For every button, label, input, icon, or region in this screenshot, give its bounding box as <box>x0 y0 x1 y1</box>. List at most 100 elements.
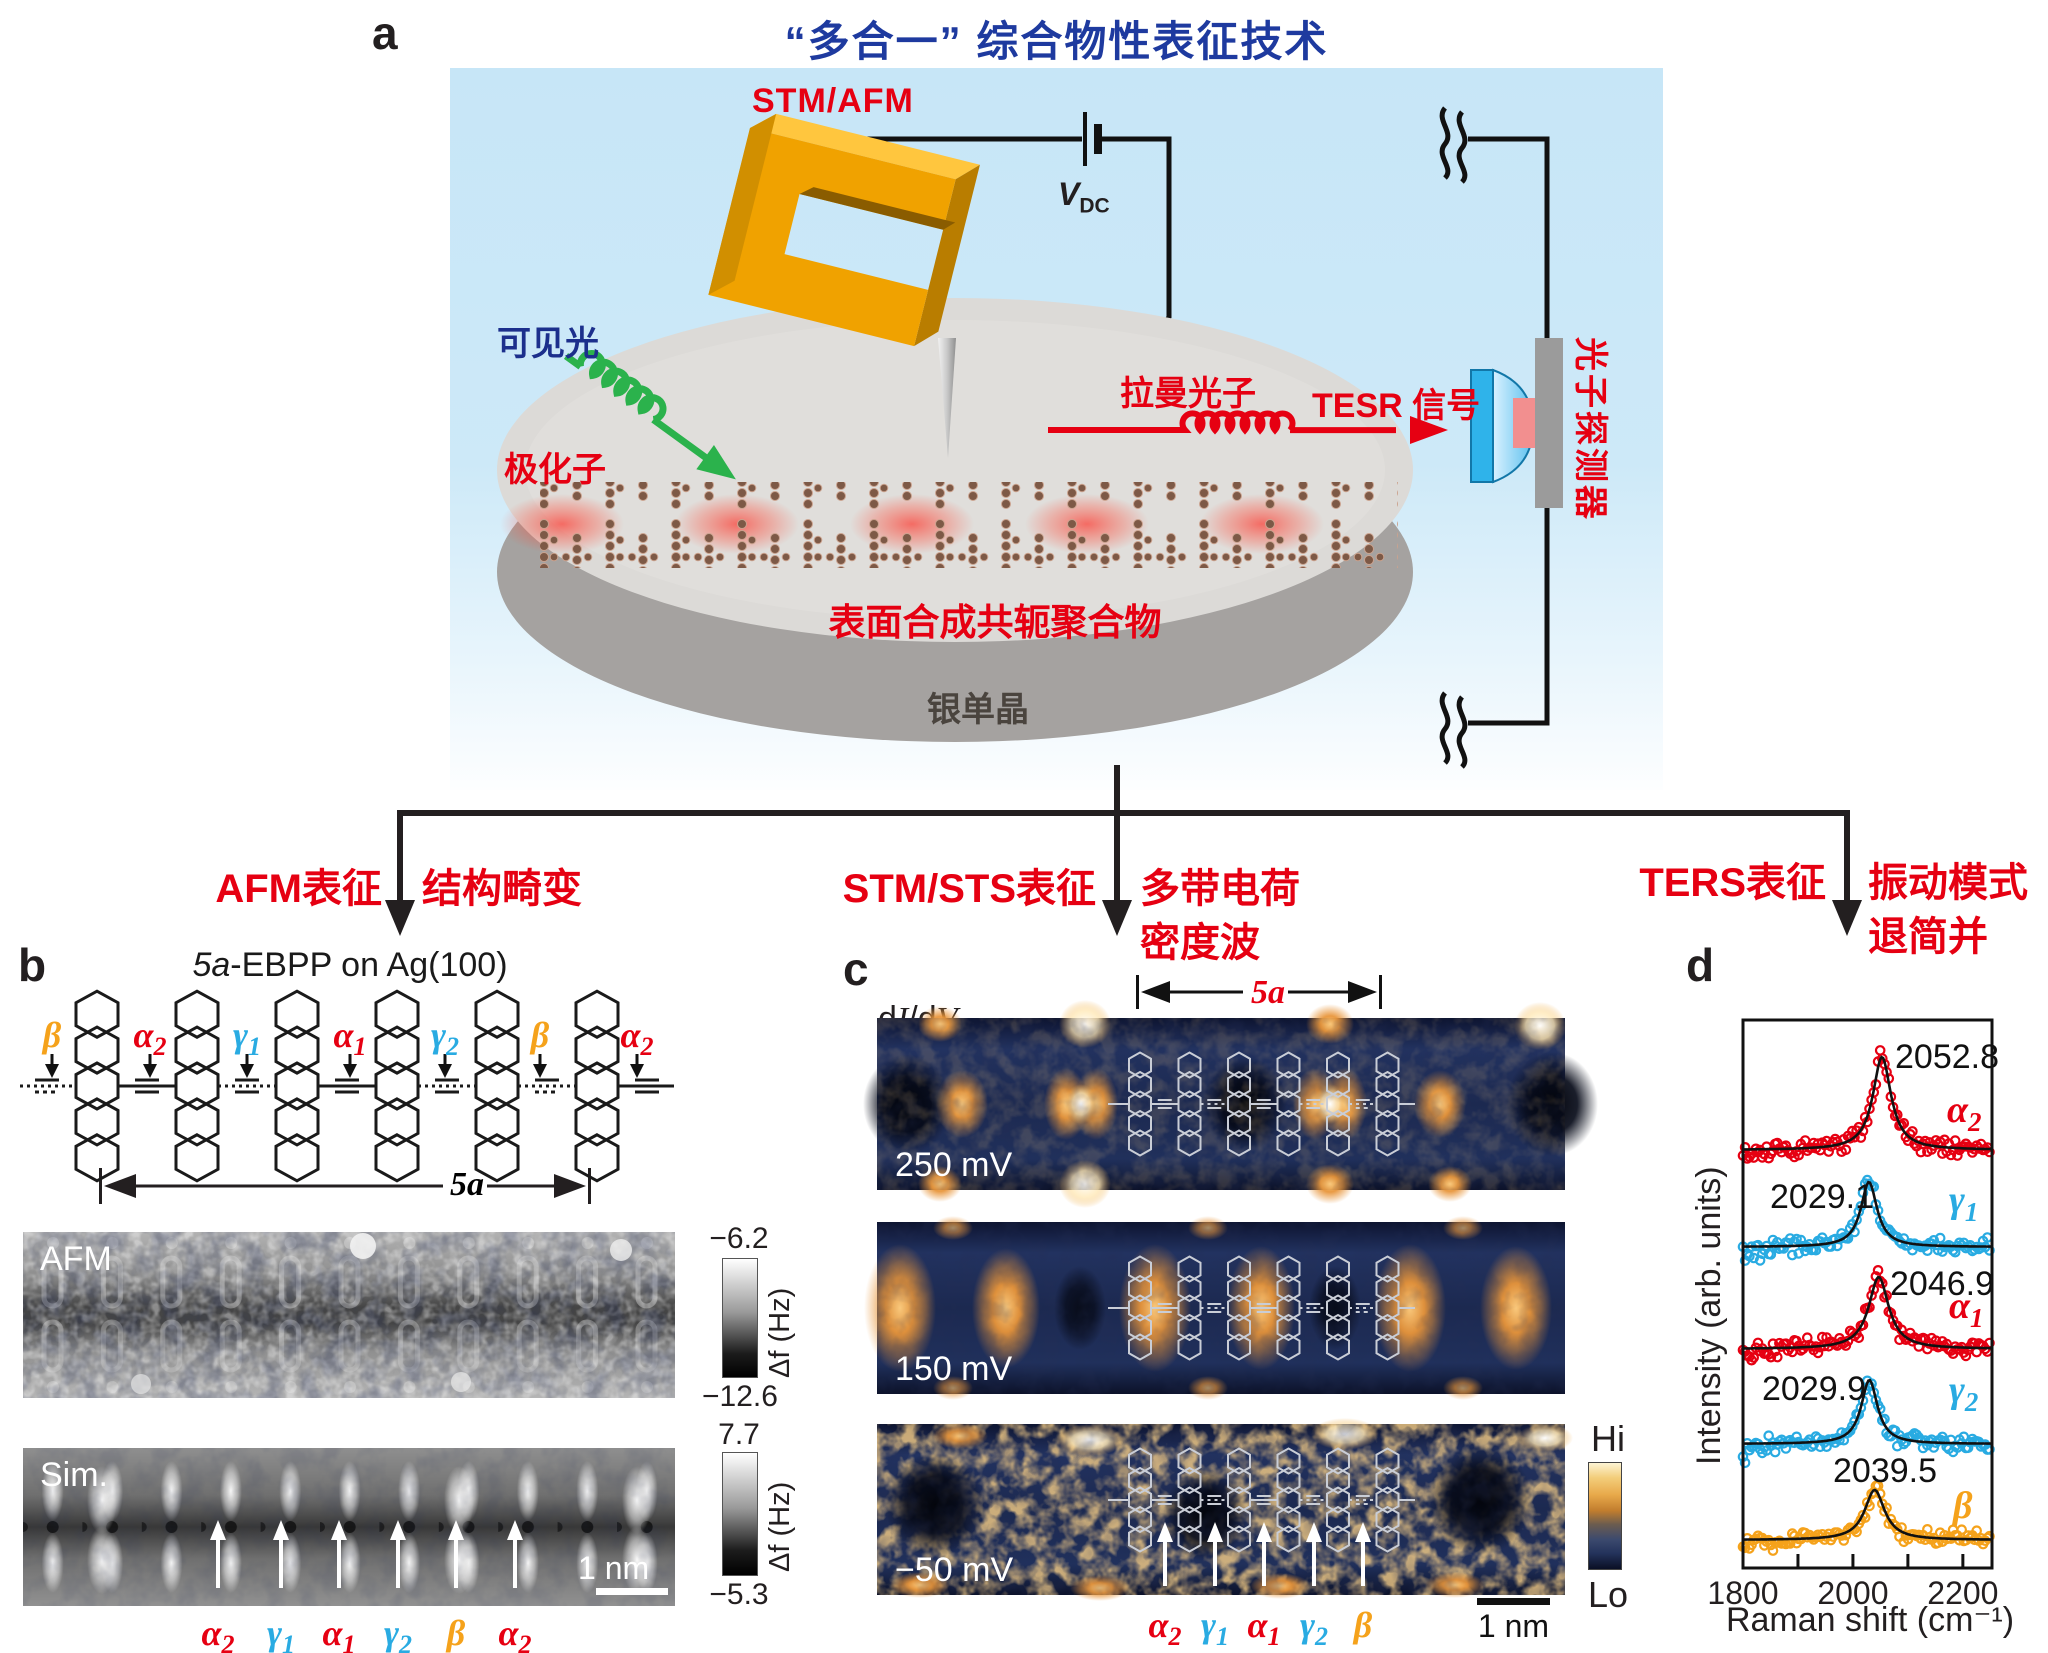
silver-crystal-label: 银单晶 <box>927 691 1029 729</box>
raman-series-alpha1: 2046.9α1 <box>1737 1265 1995 1366</box>
visible-light-label: 可见光 <box>497 325 599 363</box>
sim-arrow-label-4: β <box>446 1613 466 1653</box>
peak-value-alpha2: 2052.8 <box>1895 1038 1999 1076</box>
bond-label-2: γ1 <box>233 1015 261 1062</box>
c-scalebar <box>1477 1598 1550 1605</box>
colorbar-lo-label: Lo <box>1588 1574 1629 1615</box>
wire-break-squiggle-bottom <box>1439 691 1468 769</box>
peak-value-beta: 2039.5 <box>1833 1452 1937 1490</box>
wire-break-squiggle-top <box>1439 106 1468 184</box>
raman-series-gamma1: 2029.1 γ1 <box>1737 1174 1995 1266</box>
unit-cell-span-b <box>99 1168 591 1204</box>
raman-ylabel: Intensity (arb. units) <box>1690 1166 1728 1465</box>
panel-a-scene <box>497 106 1563 769</box>
molecule-overlay-map2 <box>1108 1255 1415 1361</box>
vdc-subscript: DC <box>1079 194 1110 218</box>
series-label-gamma2: γ2 <box>1949 1369 1978 1417</box>
raman-xtick-label-1800: 1800 <box>1707 1575 1778 1611</box>
map3-bias-label: −50 mV <box>895 1551 1014 1589</box>
panel-d-label: d <box>1686 939 1715 991</box>
bond-arrow-2 <box>240 1064 254 1078</box>
sim-arrow-label-2: α1 <box>322 1613 356 1653</box>
c-arrow-label-2: α1 <box>1247 1605 1281 1652</box>
bond-arrow-3 <box>343 1064 357 1078</box>
visible-light-arrow <box>563 350 736 480</box>
molecule-overlay-map1 <box>1108 1051 1415 1157</box>
series-label-gamma1: γ1 <box>1949 1179 1978 1227</box>
panel-b-structure <box>20 989 674 1204</box>
panel-b-label: b <box>18 939 47 991</box>
raman-series-alpha2: 2052.8 α2 <box>1737 1038 1999 1164</box>
map1-bias-label: 250 mV <box>895 1146 1013 1184</box>
raman-xtick-label-2000: 2000 <box>1817 1575 1888 1611</box>
polaron-label: 极化子 <box>504 451 606 489</box>
bond-label-4: γ2 <box>431 1015 459 1062</box>
sim-arrow-label-0: α2 <box>201 1613 235 1653</box>
flow-sts-result-2: 密度波 <box>1140 921 1260 965</box>
c-arrow-label-1: γ1 <box>1201 1605 1229 1652</box>
raman-series-beta: 2039.5 β <box>1737 1452 1995 1556</box>
stm-afm-label: STM/AFM <box>752 82 914 120</box>
stm-tip <box>938 338 956 458</box>
raman-series-gamma2: 2029.9 γ2 <box>1737 1369 1995 1469</box>
afm-image-label: AFM <box>40 1240 112 1278</box>
tuning-fork <box>708 113 980 347</box>
raman-fit-alpha2 <box>1743 1055 1992 1151</box>
bond-label-5: β <box>530 1015 550 1055</box>
sim-scalebar-label: 1 nm <box>578 1550 650 1586</box>
sim-arrow-label-5: α2 <box>498 1613 532 1653</box>
bond-label-0: β <box>42 1015 62 1055</box>
raman-points-gamma2 <box>1737 1375 1995 1469</box>
panel-a-label: a <box>372 7 398 59</box>
didv-map-150mV <box>864 1216 1565 1400</box>
raman-photon-arrow <box>1048 410 1448 444</box>
flow-ters-result-2: 退简并 <box>1868 915 1988 959</box>
battery-symbol <box>1083 112 1102 166</box>
afm-colorbar-min: −12.6 <box>702 1380 778 1413</box>
panel-b-title: 5a-EBPP on Ag(100) <box>140 946 560 985</box>
flow-afm-method: AFM表征 <box>215 867 382 911</box>
map2-bias-label: 150 mV <box>895 1350 1013 1388</box>
polymer-label: 表面合成共轭聚合物 <box>828 602 1162 643</box>
c-arrow-label-4: β <box>1353 1605 1373 1645</box>
bond-arrow-0 <box>45 1064 59 1078</box>
vdc-label: VDC <box>1058 176 1110 218</box>
peak-value-alpha1: 2046.9 <box>1890 1265 1994 1303</box>
series-label-alpha2: α2 <box>1947 1089 1982 1137</box>
c-arrow-label-0: α2 <box>1148 1605 1182 1652</box>
peak-value-gamma1: 2029.1 <box>1770 1178 1874 1216</box>
bond-arrow-1 <box>143 1064 157 1078</box>
didv-map-minus50mV <box>877 1418 1573 1601</box>
afm-image <box>23 1232 675 1398</box>
c-scalebar-label: 1 nm <box>1477 1608 1550 1644</box>
sim-arrow-label-3: γ2 <box>384 1613 412 1653</box>
panel-b-title-rest: -EBPP on Ag(100) <box>230 946 508 984</box>
raman-fit-gamma2 <box>1743 1378 1992 1445</box>
raman-photon-label: 拉曼光子 <box>1120 375 1256 413</box>
flow-afm-result: 结构畸变 <box>422 867 582 911</box>
raman-fit-beta <box>1743 1488 1992 1541</box>
didv-colorbar <box>1588 1462 1622 1570</box>
flow-ters-method: TERS表征 <box>1639 861 1826 905</box>
bond-arrow-5 <box>533 1064 547 1078</box>
bond-label-1: α2 <box>133 1015 167 1062</box>
peak-value-gamma2: 2029.9 <box>1762 1370 1866 1408</box>
colorbar-hi-label: Hi <box>1591 1418 1625 1459</box>
photon-detector-plate <box>1535 338 1563 508</box>
raman-fit-gamma1 <box>1743 1180 1992 1248</box>
polymer-chain <box>540 482 1398 568</box>
panel-b-title-italic: 5a <box>192 946 231 984</box>
bond-label-3: α1 <box>333 1015 367 1062</box>
bond-arrow-4 <box>438 1064 452 1078</box>
flow-sts-method: STM/STS表征 <box>842 867 1096 911</box>
raman-frame <box>1741 1018 1994 1570</box>
bond-arrow-6 <box>630 1064 644 1078</box>
panel-c-label: c <box>843 943 869 995</box>
sim-arrow-label-1: γ1 <box>267 1613 295 1653</box>
unit-cell-span-c <box>1136 975 1382 1009</box>
figure-title: “多合一” 综合物性表征技术 <box>784 18 1329 65</box>
afm-colorbar-max: −6.2 <box>709 1222 769 1255</box>
polymer-structure-drawing <box>20 989 674 1183</box>
